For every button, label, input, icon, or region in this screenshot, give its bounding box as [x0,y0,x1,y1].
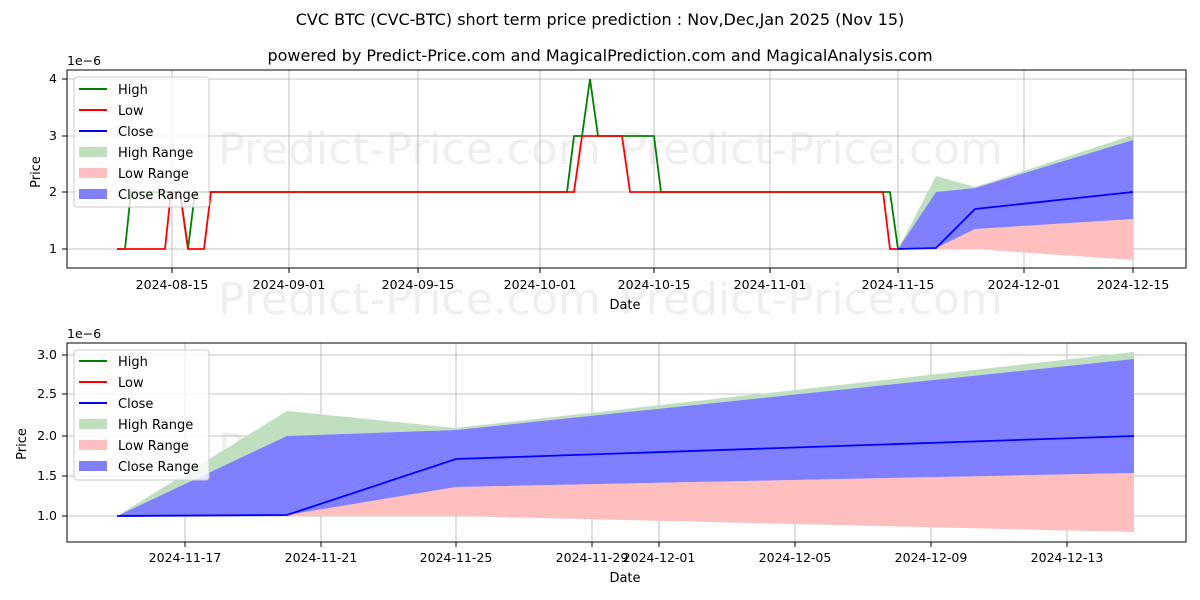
axes-frame [66,342,1187,543]
legend-item-low-range: Low Range [118,167,189,182]
x-tick-label: 2024-10-01 [504,277,577,292]
y-tick-label: 4 [49,71,57,86]
x-tick-label: 2024-12-05 [759,550,832,565]
x-tick-label: 2024-12-01 [623,550,696,565]
y-tick-label: 3 [49,128,57,143]
legend-item-high: High [118,355,148,370]
legend-item-low: Low [118,376,144,391]
chart-title: CVC BTC (CVC-BTC) short term price predi… [295,10,905,29]
x-axis-label: Date [609,571,640,586]
y-axis-label: Price [15,428,30,460]
y-tick-label: 1.0 [37,508,57,523]
legend-item-close-range: Close Range [118,460,199,475]
legend-item-high-range: High Range [118,146,193,161]
legend: High Low Close High Range Low Range Clos… [73,349,210,481]
x-tick-label: 2024-11-21 [285,550,358,565]
watermark: Predict-Price.com [218,274,601,325]
legend-low-range-swatch [79,168,107,178]
x-tick-label: 2024-11-17 [149,550,222,565]
x-tick-label: 2024-12-01 [988,277,1061,292]
top-chart: Predict-Price.com Predict-Price.com Pred… [29,53,1187,325]
watermark: Predict-Price.com [620,124,1003,175]
high-range-area [117,352,1134,516]
x-tick-label: 2024-11-01 [734,277,807,292]
x-tick-label: 2024-09-01 [253,277,326,292]
watermark: Predict-Price.com [620,274,1003,325]
legend-item-low: Low [118,104,144,119]
grid [67,70,1186,268]
bottom-chart: Predict-Price.com Predict-Price.com [15,326,1187,586]
y-tick-label: 2.0 [37,428,57,443]
x-axis-label: Date [609,298,640,313]
x-tick-label: 2024-09-15 [382,277,455,292]
y-axis-label: Price [29,156,44,188]
y-tick-label: 1 [49,241,57,256]
legend-high-range-swatch [79,147,107,157]
close-line [897,191,1134,250]
x-tick-label: 2024-11-15 [862,277,935,292]
legend-item-high-range: High Range [118,418,193,433]
legend-item-high: High [118,83,148,98]
close-range-area [898,140,1133,249]
legend-high-range-swatch [79,419,107,429]
y-tick-label: 3.0 [37,347,57,362]
x-tick-label: 2024-10-15 [618,277,691,292]
legend-item-close: Close [118,397,153,412]
legend-close-range-swatch [79,189,107,199]
high-range-area [898,135,1133,249]
legend-low-range-swatch [79,440,107,450]
x-tick-label: 2024-12-13 [1031,550,1104,565]
chart-subtitle: powered by Predict-Price.com and Magical… [267,46,933,65]
legend-item-close: Close [118,125,153,140]
watermark: Predict-Price.com [218,124,601,175]
y-exponent: 1e−6 [67,53,101,68]
x-tick-label: 2024-12-15 [1097,277,1170,292]
close-range-area [117,359,1134,516]
y-tick-label: 1.5 [37,468,57,483]
legend: High Low Close High Range Low Range Clos… [73,76,210,208]
close-line [116,435,1135,517]
low-range-area [898,219,1133,260]
y-exponent: 1e−6 [67,326,101,341]
x-tick-label: 2024-12-09 [895,550,968,565]
y-tick-label: 2.5 [37,386,57,401]
axes-frame [66,69,1187,269]
legend-close-range-swatch [79,461,107,471]
legend-item-close-range: Close Range [118,188,199,203]
low-range-area [117,473,1134,532]
x-tick-label: 2024-08-15 [136,277,209,292]
legend-item-low-range: Low Range [118,439,189,454]
y-tick-label: 2 [49,184,57,199]
x-tick-label: 2024-11-25 [420,550,493,565]
x-tick-label: 2024-11-29 [556,550,629,565]
